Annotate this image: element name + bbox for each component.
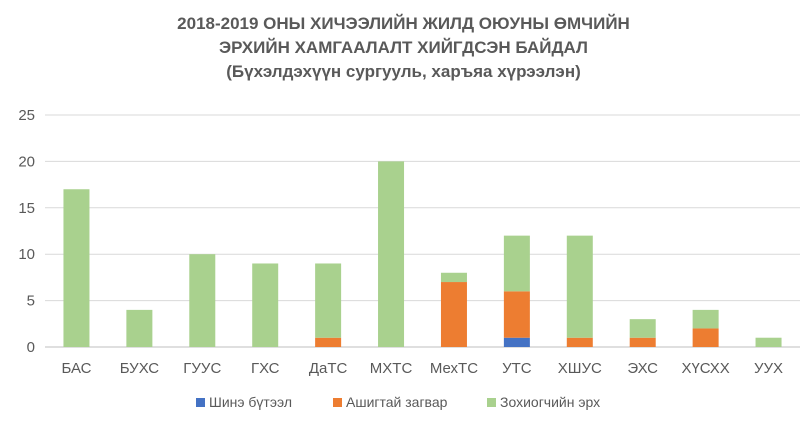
y-tick-label: 15 — [18, 200, 35, 217]
x-tick-label: ГХС — [251, 360, 280, 377]
x-tick-label: ДаТС — [309, 360, 348, 377]
bar-segment — [252, 263, 279, 347]
bar-segment — [503, 291, 530, 338]
bar-segment — [126, 309, 153, 347]
legend-swatch — [333, 398, 342, 407]
chart-title-line-1: 2018-2019 ОНЫ ХИЧЭЭЛИЙН ЖИЛД ОЮУНЫ ӨМЧИЙ… — [177, 14, 630, 33]
legend-label: Зохиогчийн эрх — [500, 394, 600, 410]
x-tick-label: МХТС — [370, 360, 413, 377]
bar-segment — [629, 337, 656, 347]
x-tick-label: ЭХС — [627, 360, 658, 377]
bar-segment — [503, 235, 530, 292]
bar-segment — [692, 309, 719, 329]
y-tick-label: 10 — [18, 246, 35, 263]
x-tick-label: ХҮСХХ — [681, 360, 729, 377]
bar-segment — [503, 337, 530, 347]
y-tick-label: 0 — [27, 339, 35, 356]
bar-segment — [315, 337, 342, 347]
x-tick-label: БАС — [61, 360, 91, 377]
bar-segment — [315, 263, 342, 338]
bar-segment — [63, 189, 90, 347]
chart-title-line-3: (Бүхэлдэхүүн сургууль, харъяа хүрээлэн) — [226, 62, 581, 81]
bar-segment — [566, 235, 593, 338]
x-tick-label: УТС — [502, 360, 532, 377]
x-tick-label: УУХ — [754, 360, 783, 377]
bar-segment — [378, 161, 405, 347]
bar-segment — [692, 328, 719, 347]
legend-label: Ашигтай загвар — [346, 394, 448, 410]
y-tick-label: 20 — [18, 153, 35, 170]
bar-segment — [189, 254, 216, 347]
bar-segment — [440, 272, 467, 283]
bar-segment — [755, 337, 782, 347]
bar-segment — [566, 337, 593, 347]
x-tick-label: МехТС — [430, 360, 478, 377]
bar-segment — [440, 282, 467, 347]
chart-title-line-2: ЭРХИЙН ХАМГААЛАЛТ ХИЙГДСЭН БАЙДАЛ — [219, 38, 588, 57]
y-tick-label: 5 — [27, 293, 35, 310]
legend-swatch — [487, 398, 496, 407]
legend-swatch — [196, 398, 205, 407]
bar-segment — [629, 319, 656, 338]
y-tick-label: 25 — [18, 107, 35, 124]
chart-title: 2018-2019 ОНЫ ХИЧЭЭЛИЙН ЖИЛД ОЮУНЫ ӨМЧИЙ… — [0, 12, 807, 84]
x-tick-label: ГУУС — [183, 360, 221, 377]
x-tick-label: ХШУС — [558, 360, 602, 377]
legend-label: Шинэ бүтээл — [209, 394, 292, 410]
x-tick-label: БУХС — [120, 360, 160, 377]
